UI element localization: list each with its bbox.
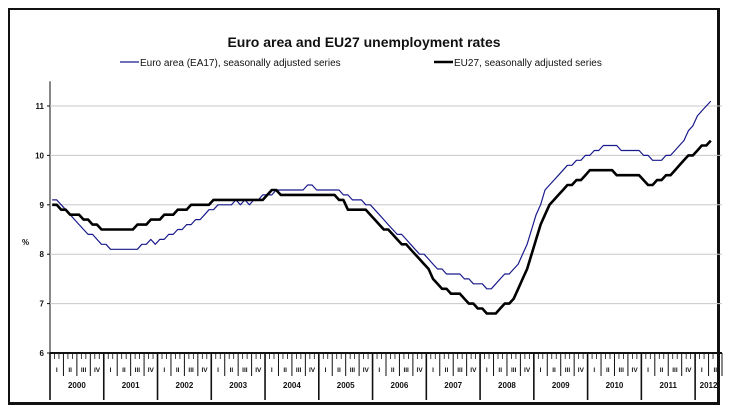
quarter-label: II: [337, 367, 341, 374]
quarter-label: I: [217, 367, 219, 374]
series-line-eu27: [52, 139, 712, 315]
quarter-label: III: [81, 367, 87, 374]
quarter-label: IV: [309, 367, 316, 374]
year-label: 2001: [122, 381, 140, 390]
quarter-label: I: [56, 367, 58, 374]
quarter-label: III: [457, 367, 463, 374]
year-label: 2007: [444, 381, 462, 390]
quarter-label: I: [325, 367, 327, 374]
y-tick-label: 10: [35, 151, 44, 160]
quarter-label: IV: [417, 367, 424, 374]
y-tick-label: 11: [36, 102, 45, 111]
legend-label-euro-area: Euro area (EA17), seasonally adjusted se…: [140, 58, 341, 69]
year-label: 2012: [700, 381, 718, 390]
year-label: 2008: [498, 381, 516, 390]
legend: Euro area (EA17), seasonally adjusted se…: [120, 58, 602, 69]
quarter-label: II: [445, 367, 449, 374]
quarter-label: II: [68, 367, 72, 374]
quarter-label: I: [271, 367, 273, 374]
y-tick-label: 6: [40, 349, 45, 358]
year-label: 2011: [660, 381, 678, 390]
quarter-label: IV: [201, 367, 208, 374]
year-label: 2004: [283, 381, 301, 390]
quarter-label: III: [135, 367, 141, 374]
quarter-label: II: [713, 367, 717, 374]
quarter-label: IV: [148, 367, 155, 374]
quarter-label: IV: [578, 367, 585, 374]
quarter-label: II: [176, 367, 180, 374]
quarter-label: I: [701, 367, 703, 374]
chart-frame: [8, 8, 720, 405]
quarter-label: I: [593, 367, 595, 374]
quarter-label: III: [672, 367, 678, 374]
quarter-label: IV: [94, 367, 101, 374]
quarter-label: II: [283, 367, 287, 374]
quarter-label: I: [486, 367, 488, 374]
y-tick-label: 9: [40, 201, 45, 210]
quarter-label: IV: [524, 367, 531, 374]
year-label: 2006: [391, 381, 409, 390]
year-label: 2000: [68, 381, 86, 390]
quarter-label: I: [647, 367, 649, 374]
quarter-label: IV: [685, 367, 692, 374]
y-axis-label: %: [22, 238, 29, 247]
year-label: 2010: [606, 381, 624, 390]
series-line-euro-area: [52, 100, 712, 290]
quarter-label: IV: [632, 367, 639, 374]
year-label: 2003: [229, 381, 247, 390]
quarter-label: III: [618, 367, 624, 374]
quarter-label: III: [565, 367, 571, 374]
quarter-label: IV: [363, 367, 370, 374]
quarter-label: II: [122, 367, 126, 374]
y-tick-label: 8: [40, 250, 45, 259]
quarter-label: III: [350, 367, 356, 374]
year-label: 2002: [176, 381, 194, 390]
quarter-label: II: [230, 367, 234, 374]
quarter-label: I: [378, 367, 380, 374]
legend-label-eu27: EU27, seasonally adjusted series: [454, 58, 602, 69]
quarter-label: II: [391, 367, 395, 374]
quarter-label: IV: [255, 367, 262, 374]
quarter-label: IV: [470, 367, 477, 374]
quarter-label: II: [606, 367, 610, 374]
year-label: 2009: [552, 381, 570, 390]
quarter-label: II: [552, 367, 556, 374]
quarter-label: II: [660, 367, 664, 374]
quarter-label: I: [163, 367, 165, 374]
quarter-label: III: [296, 367, 302, 374]
quarter-label: III: [242, 367, 248, 374]
chart-title: Euro area and EU27 unemployment rates: [227, 34, 500, 50]
quarter-label: III: [403, 367, 409, 374]
quarter-label: I: [110, 367, 112, 374]
quarter-label: III: [511, 367, 517, 374]
quarter-label: I: [432, 367, 434, 374]
y-tick-label: 7: [40, 300, 45, 309]
quarter-label: II: [498, 367, 502, 374]
quarter-label: I: [540, 367, 542, 374]
year-label: 2005: [337, 381, 355, 390]
quarter-label: III: [188, 367, 194, 374]
